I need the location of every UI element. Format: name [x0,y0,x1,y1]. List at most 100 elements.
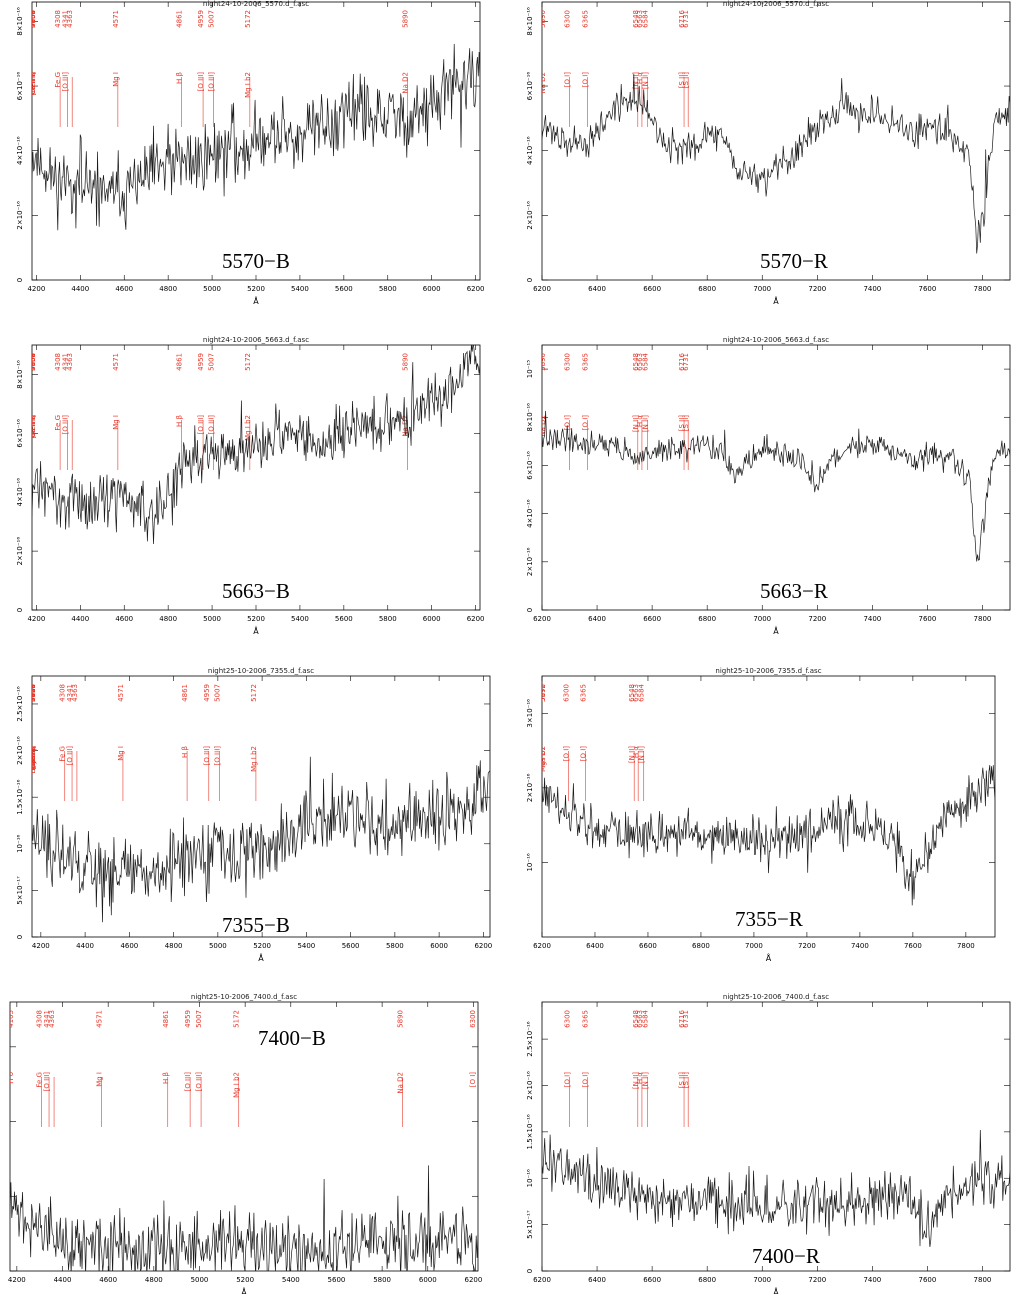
y-tick-label: 6×10⁻¹⁶ [526,451,534,480]
y-tick-label: 4×10⁻¹⁶ [16,478,24,507]
x-tick-label: 7400 [863,615,881,623]
spectral-line-name: [Ne III] [29,746,37,770]
spectral-line-wavelength: 6731 [682,1010,690,1028]
y-tick-label: 10⁻¹⁵ [526,360,534,378]
x-tick-label: 6200 [533,615,551,623]
spectral-line-wavelength: 6365 [581,10,589,28]
x-tick-label: 6200 [465,1276,483,1284]
spectral-line-wavelength: 6548 [628,684,636,702]
spectral-line-name: [O III] [66,746,74,766]
spectrum-trace [32,756,490,923]
x-tick-label: 5600 [335,285,353,293]
x-tick-label: 7200 [808,285,826,293]
spectral-line-name: Fe G [54,415,62,431]
spectrum-panel: night25-10-2006_7355.d_f.asc 4200 4400 4600… [16,667,492,963]
spectrum-trace [542,764,995,906]
spectral-line-name: [O I] [581,72,589,88]
panel-title: night25-10-2006_7355.d_f.asc [208,667,314,675]
spectral-line-name: [S II] [678,72,686,89]
spectral-line-wavelength: 4000 [29,684,37,702]
plot-frame [31,675,491,938]
spectral-line-name: [O I] [581,1072,589,1088]
x-tick-label: 6800 [698,615,716,623]
spectral-line-name: [N II] [628,746,636,763]
x-tick-label: 7000 [753,285,771,293]
spectral-line-wavelength: 6365 [581,1010,589,1028]
spectral-line-wavelength: 4103 [29,10,37,28]
spectral-line-wavelength: 4341 [61,10,69,28]
x-tick-label: 5000 [203,285,221,293]
x-tick-label: 5200 [253,942,271,950]
spectral-line-wavelength: 6365 [581,353,589,371]
spectral-line-name: H α [636,72,644,84]
spectral-line-wavelength: 6731 [682,353,690,371]
spectral-line-name: [S II] [682,72,690,89]
y-tick-label: 8×10⁻¹⁶ [16,7,24,36]
plot-frame [541,675,996,938]
spectral-line-wavelength: 6716 [678,352,686,370]
spectral-line-wavelength: 3934 [29,683,37,701]
y-tick-label: 2×10⁻¹⁶ [526,201,534,230]
spectral-line-name: [N II] [642,72,650,89]
spectral-line-wavelength: 3726 [29,683,37,701]
x-tick-label: 4800 [159,615,177,623]
spectral-line-wavelength: 5890 [397,1010,405,1028]
x-tick-label: 7000 [753,1276,771,1284]
plot-frame [9,1001,479,1272]
x-axis-label: Å [258,952,264,963]
spectral-line-name: Fe G [59,746,67,762]
y-tick-label: 10⁻¹⁶ [16,834,24,852]
spectral-line-wavelength: 4861 [162,1010,170,1028]
spectrum-panel: night24-10-2006_5570.d_f.asc 6200 6400 6600… [526,0,1011,306]
spectral-line-wavelength: 4363 [66,353,74,371]
spectral-line-name: Mg I [96,1072,104,1087]
spectral-line-wavelength: 6548 [632,1010,640,1028]
spectral-line-wavelength: 4341 [61,353,69,371]
spectral-line-wavelength: 4363 [71,684,79,702]
x-tick-label: 4400 [71,615,89,623]
y-tick-label: 1.5×10⁻¹⁶ [526,1114,534,1149]
y-tick-label: 3×10⁻¹⁶ [0,1032,2,1061]
spectral-line-name: H β [176,72,184,84]
x-tick-label: 5400 [297,942,315,950]
spectral-line-wavelength: 3968 [29,353,37,371]
spectral-line-wavelength: 5007 [195,1010,203,1028]
spectral-line-wavelength: 5890 [539,353,547,371]
spectral-line-name: H β [162,1072,170,1084]
x-axis-label: Å [773,1286,779,1294]
spectral-line-name: Fe G [54,72,62,88]
x-tick-label: 6800 [698,1276,716,1284]
x-tick-label: 4200 [27,285,45,293]
x-tick-label: 6800 [698,285,716,293]
spectral-line-name: [S II] [682,415,690,432]
panel-title: night25-10-2006_7400.d_f.asc [723,993,829,1001]
spectral-line-wavelength: 6563 [636,353,644,371]
spectral-line-name: Na D2 [539,72,547,94]
spectral-line-name: Ca II K [29,746,37,769]
spectral-line-name: Na D2 [402,72,410,94]
x-tick-label: 7200 [808,1276,826,1284]
x-tick-label: 6200 [474,942,492,950]
spectral-line-name: [O III] [195,1072,203,1092]
spectral-line-wavelength: 3426 [29,683,37,701]
spectral-line-wavelength: 3650 [29,684,37,702]
y-tick-label: 6×10⁻¹⁶ [16,419,24,448]
panel-title: night25-10-2006_7355.d_f.asc [715,667,821,675]
x-tick-label: 6000 [423,285,441,293]
x-tick-label: 7800 [957,942,975,950]
spectral-line-name: [N II] [632,1072,640,1089]
x-tick-label: 7600 [904,942,922,950]
spectrum-panel: night25-10-2006_7400.d_f.asc 6200 6400 6600… [526,993,1011,1294]
x-tick-label: 6400 [588,615,606,623]
spectral-line-name: Mg I [117,746,125,761]
x-tick-label: 4200 [8,1276,26,1284]
spectral-line-wavelength: 6584 [638,683,646,701]
spectral-line-wavelength: 3934 [29,352,37,370]
spectral-line-wavelength: 4000 [29,10,37,28]
x-tick-label: 5600 [342,942,360,950]
spectral-line-wavelength: 5007 [213,684,221,702]
x-tick-label: 4400 [76,942,94,950]
x-tick-label: 7600 [918,1276,936,1284]
y-tick-label: 3×10⁻¹⁶ [526,699,534,728]
